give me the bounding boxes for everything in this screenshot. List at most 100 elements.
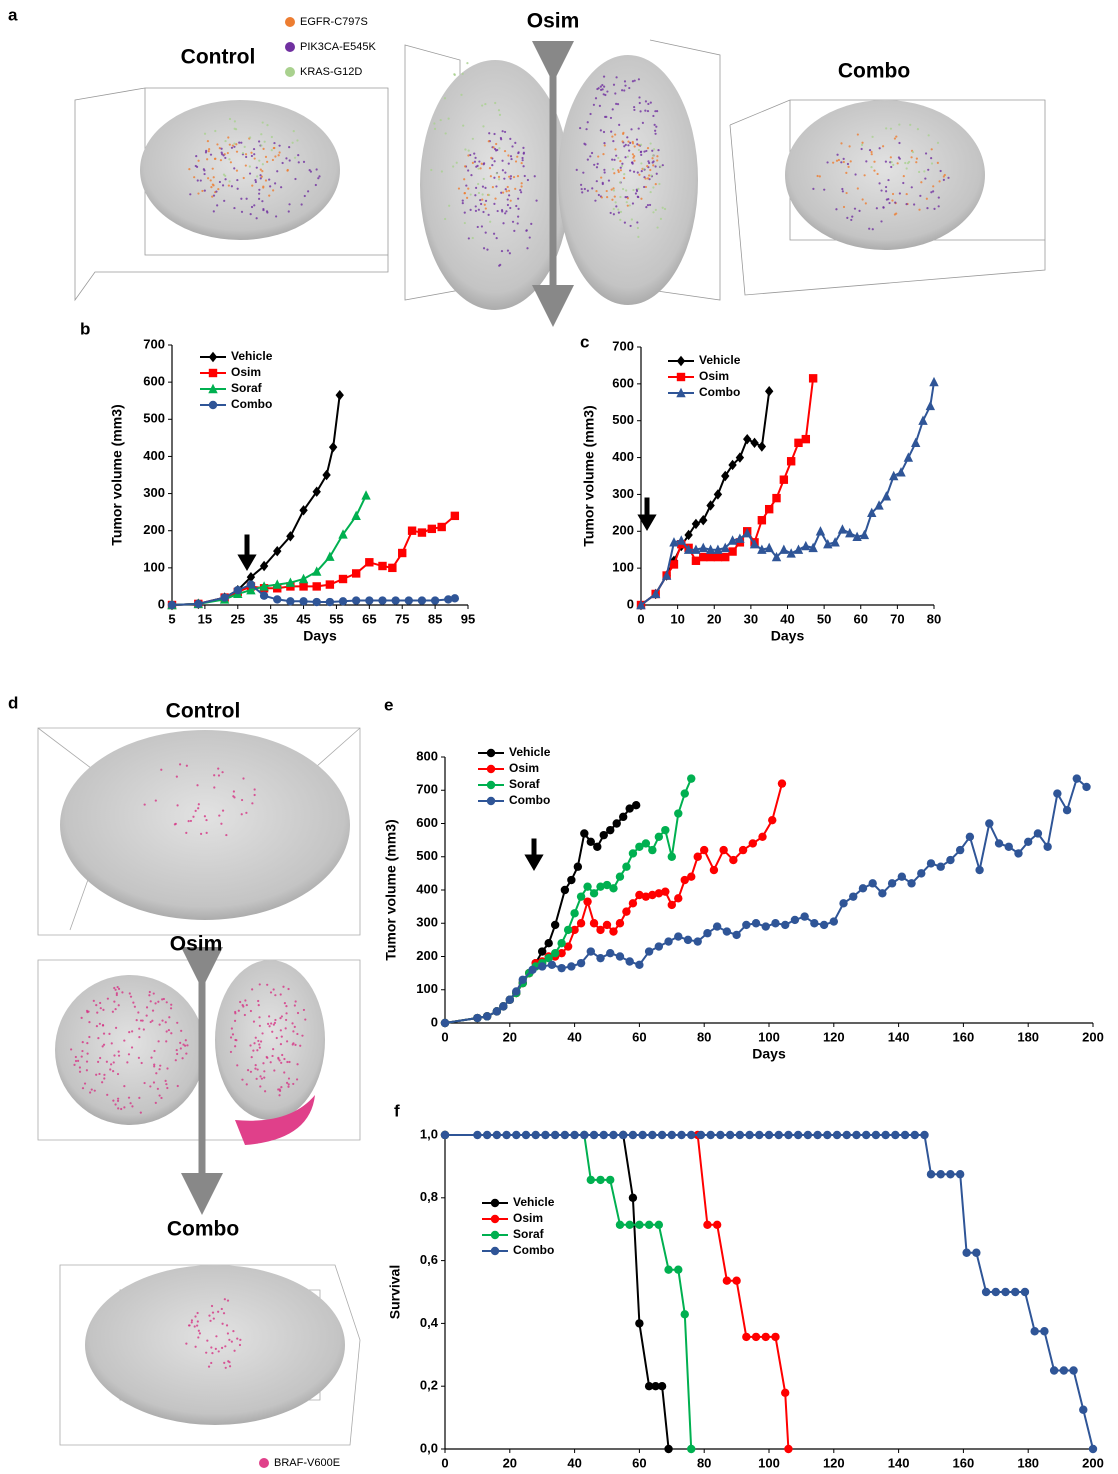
mutation-dot <box>495 142 498 146</box>
marker <box>208 368 218 378</box>
mutation-dot <box>439 118 442 122</box>
x-tick-label: 40 <box>567 1029 581 1044</box>
marker <box>365 558 374 567</box>
mutation-dot <box>516 222 519 225</box>
mutation-dot <box>270 149 273 152</box>
mutation-dot <box>638 101 641 105</box>
mutation-dot <box>645 206 648 209</box>
marker <box>547 960 557 970</box>
mutation-dot <box>500 208 504 212</box>
mutation-dot <box>504 171 507 174</box>
marker <box>764 504 774 514</box>
mutation-dot <box>841 187 844 191</box>
mutation-dot <box>623 80 627 83</box>
mutation-dot <box>182 1043 185 1046</box>
mutation-dot <box>617 211 620 214</box>
marker <box>790 915 800 925</box>
mutation-dot <box>218 146 221 150</box>
y-tick-label: 600 <box>612 375 634 390</box>
mutation-dot <box>245 1003 248 1007</box>
marker <box>687 1444 696 1454</box>
legend-label: Soraf <box>509 777 541 791</box>
mutation-dot <box>495 185 498 188</box>
mutation-dot <box>463 211 466 214</box>
mutation-dot <box>130 1046 134 1049</box>
marker <box>832 1130 842 1140</box>
mutation-dot <box>115 992 118 995</box>
mutation-dot <box>92 999 95 1002</box>
mutation-dot <box>589 112 592 116</box>
marker <box>361 490 371 500</box>
mutation-dot <box>299 1044 302 1047</box>
marker <box>325 597 335 607</box>
mutation-dot <box>175 1048 178 1052</box>
mutation-dot <box>224 139 227 143</box>
mutation-dot <box>493 176 496 179</box>
mutation-dot <box>615 76 618 79</box>
mutation-dot <box>467 187 470 190</box>
x-tick-label: 75 <box>395 611 409 626</box>
mutation-dot <box>930 148 933 151</box>
mutation-dot <box>78 1070 82 1073</box>
mutation-dot <box>98 1072 101 1076</box>
marker <box>808 374 818 383</box>
mutation-dot <box>443 97 447 100</box>
y-tick-label: 500 <box>143 411 165 426</box>
mutation-dot <box>918 208 921 211</box>
mutation-dot <box>256 1049 259 1052</box>
mutation-dot <box>506 249 510 252</box>
y-tick-label: 100 <box>416 981 438 996</box>
mutation-dot <box>287 1077 291 1080</box>
marker <box>896 467 906 477</box>
mutation-dot <box>636 171 639 174</box>
mutation-dot <box>511 145 514 148</box>
mutation-dot <box>943 173 946 177</box>
mutation-dot <box>508 194 511 197</box>
mutation-dot <box>482 125 485 128</box>
mutation-dot <box>279 1089 282 1093</box>
mutation-dot <box>430 168 433 172</box>
marker <box>852 531 862 542</box>
x-tick-label: 100 <box>758 1029 780 1044</box>
x-axis-label: Days <box>771 628 805 644</box>
mutation-dot <box>189 819 193 823</box>
mutation-dot <box>514 187 517 190</box>
mutation-dot <box>127 1053 131 1056</box>
y-tick-label: 700 <box>416 782 438 797</box>
mutation-dot <box>228 180 231 183</box>
series-line <box>445 1134 670 1450</box>
marker <box>781 1388 790 1397</box>
mutation-dot <box>849 160 852 163</box>
image-label: Combo <box>167 1218 239 1241</box>
marker <box>786 548 796 558</box>
mutation-dot <box>249 1044 252 1047</box>
mutation-dot <box>621 187 625 191</box>
mutation-dot <box>230 185 233 188</box>
mutation-dot <box>927 134 930 137</box>
mutation-dot <box>179 1047 182 1050</box>
mutation-dot <box>271 158 275 162</box>
marker <box>837 524 848 534</box>
mutation-dot <box>197 807 200 810</box>
mutation-dot <box>601 83 604 87</box>
marker <box>440 1130 450 1140</box>
mutation-dot <box>128 1031 131 1034</box>
marker <box>687 1130 696 1140</box>
mutation-dot <box>217 774 221 777</box>
marker <box>589 889 599 898</box>
mutation-dot <box>220 1307 223 1311</box>
y-tick-label: 300 <box>143 485 165 500</box>
mutation-dot <box>266 123 269 127</box>
mutation-dot <box>258 983 261 986</box>
mutation-dot <box>113 986 116 990</box>
mutation-dot <box>461 199 464 202</box>
mutation-dot <box>178 763 182 766</box>
marker <box>502 1130 511 1140</box>
treatment-arrow <box>237 534 257 571</box>
mutation-dot <box>123 1106 126 1109</box>
mutation-dot <box>510 157 513 161</box>
mutation-dot <box>292 1030 295 1033</box>
marker <box>531 1130 540 1140</box>
marker <box>473 1130 482 1140</box>
